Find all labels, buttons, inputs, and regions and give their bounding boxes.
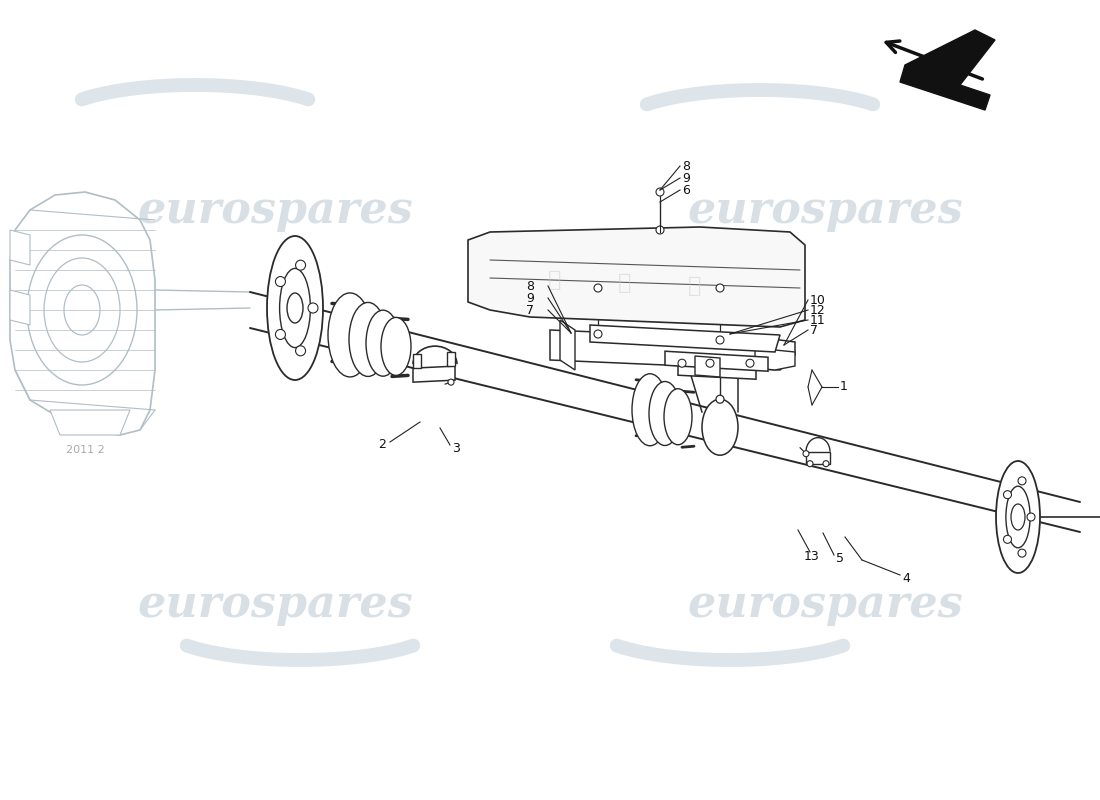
Circle shape: [807, 461, 813, 466]
Circle shape: [308, 303, 318, 313]
Circle shape: [823, 461, 829, 466]
Text: 8: 8: [526, 279, 534, 293]
Circle shape: [594, 284, 602, 292]
Polygon shape: [447, 352, 455, 366]
Circle shape: [296, 260, 306, 270]
Text: 11: 11: [810, 314, 826, 326]
Circle shape: [656, 188, 664, 196]
Text: 9: 9: [682, 171, 690, 185]
Text: eurospares: eurospares: [138, 583, 412, 626]
Ellipse shape: [996, 461, 1040, 573]
Polygon shape: [550, 330, 795, 370]
Text: 5: 5: [836, 551, 844, 565]
Circle shape: [1003, 535, 1012, 543]
Polygon shape: [678, 362, 756, 379]
Ellipse shape: [366, 310, 400, 376]
Text: 𝔐: 𝔐: [689, 276, 702, 296]
Circle shape: [1018, 477, 1026, 485]
Polygon shape: [755, 350, 795, 370]
Circle shape: [275, 330, 285, 339]
Text: 𝔐: 𝔐: [618, 273, 631, 293]
Polygon shape: [806, 452, 830, 464]
Ellipse shape: [381, 318, 411, 375]
Circle shape: [656, 226, 664, 234]
Text: 6: 6: [682, 183, 690, 197]
Ellipse shape: [349, 302, 387, 377]
Polygon shape: [412, 366, 455, 382]
Circle shape: [678, 359, 686, 367]
Ellipse shape: [649, 382, 681, 446]
Text: 13: 13: [804, 550, 820, 562]
Circle shape: [746, 359, 754, 367]
Polygon shape: [695, 356, 721, 377]
Circle shape: [716, 284, 724, 292]
Circle shape: [1003, 490, 1012, 498]
Text: 3: 3: [452, 442, 460, 454]
Text: 4: 4: [902, 571, 910, 585]
Ellipse shape: [702, 399, 738, 455]
Text: eurospares: eurospares: [138, 189, 412, 231]
Circle shape: [706, 359, 714, 367]
Ellipse shape: [287, 293, 303, 323]
Circle shape: [275, 277, 285, 286]
Ellipse shape: [1011, 504, 1025, 530]
Ellipse shape: [267, 236, 323, 380]
Circle shape: [803, 450, 808, 457]
Polygon shape: [10, 230, 30, 265]
Text: 12: 12: [810, 303, 826, 317]
Text: 2: 2: [378, 438, 386, 451]
Polygon shape: [590, 325, 780, 352]
Ellipse shape: [632, 374, 668, 446]
Ellipse shape: [64, 285, 100, 335]
Circle shape: [1018, 549, 1026, 557]
Ellipse shape: [1005, 486, 1030, 548]
Text: 7: 7: [526, 303, 534, 317]
Text: 1: 1: [840, 381, 848, 394]
Circle shape: [296, 346, 306, 356]
Text: 9: 9: [526, 291, 534, 305]
Ellipse shape: [279, 268, 310, 347]
Text: 7: 7: [810, 323, 818, 337]
Polygon shape: [468, 227, 805, 327]
Polygon shape: [560, 320, 575, 370]
Ellipse shape: [664, 389, 692, 445]
Circle shape: [594, 330, 602, 338]
Polygon shape: [666, 351, 768, 371]
Circle shape: [448, 379, 454, 385]
Ellipse shape: [28, 235, 138, 385]
Polygon shape: [50, 410, 130, 435]
Text: eurospares: eurospares: [688, 189, 962, 231]
Text: 8: 8: [682, 159, 690, 173]
Polygon shape: [412, 354, 421, 368]
Polygon shape: [10, 192, 155, 435]
Polygon shape: [900, 30, 996, 110]
Text: 𝔐: 𝔐: [548, 270, 562, 290]
Ellipse shape: [44, 258, 120, 362]
Text: 10: 10: [810, 294, 826, 306]
Circle shape: [716, 395, 724, 403]
Polygon shape: [10, 290, 30, 325]
Text: eurospares: eurospares: [688, 583, 962, 626]
Text: 2011 2: 2011 2: [66, 445, 104, 455]
Circle shape: [716, 336, 724, 344]
Circle shape: [1027, 513, 1035, 521]
Ellipse shape: [328, 293, 372, 377]
